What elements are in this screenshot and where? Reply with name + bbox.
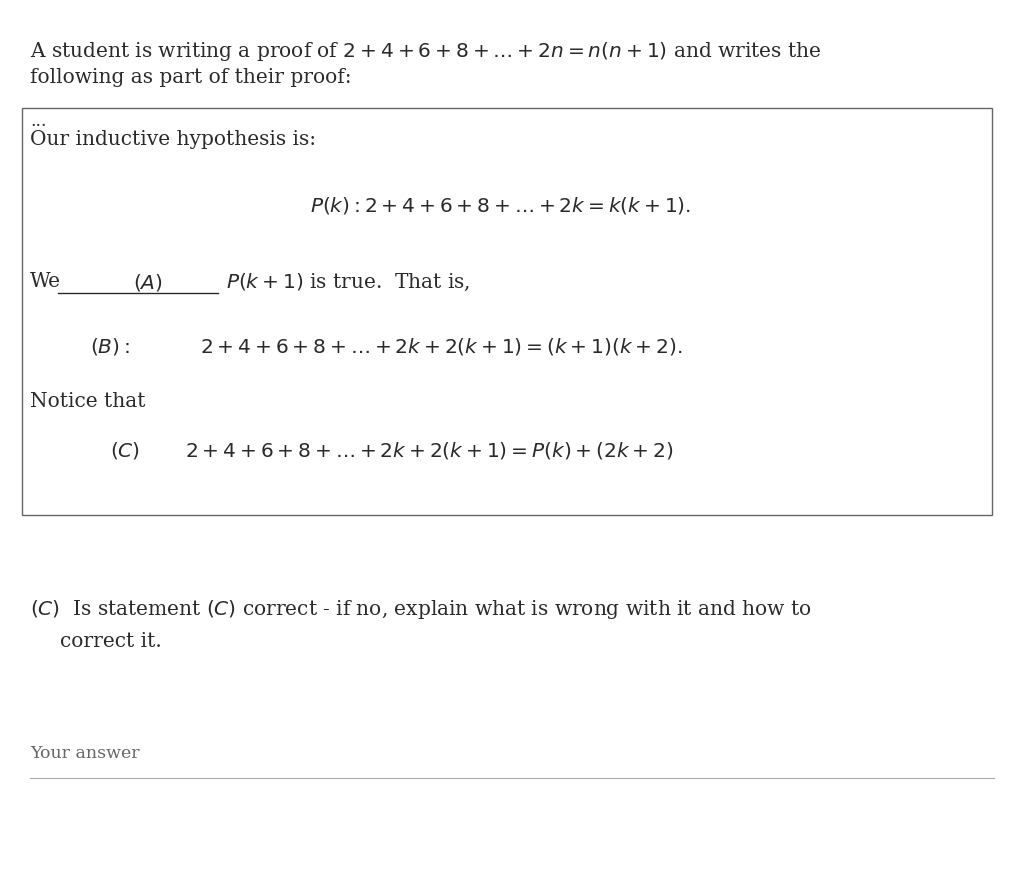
Text: $(A)$: $(A)$ [133, 272, 163, 293]
Text: $(B):$: $(B):$ [90, 336, 130, 357]
Text: ...: ... [30, 113, 46, 130]
Text: Your answer: Your answer [30, 745, 139, 762]
Text: correct it.: correct it. [60, 632, 162, 651]
Text: Notice that: Notice that [30, 392, 145, 411]
Text: $P(k+1)$ is true.  That is,: $P(k+1)$ is true. That is, [226, 272, 470, 293]
Text: following as part of their proof:: following as part of their proof: [30, 68, 351, 87]
Text: $P(k): 2+4+6+8+\ldots+2k = k(k+1).$: $P(k): 2+4+6+8+\ldots+2k = k(k+1).$ [309, 195, 690, 216]
Text: $(C)$: $(C)$ [110, 440, 140, 461]
Text: We: We [30, 272, 61, 291]
Text: $2+4+6+8+\ldots+2k+2(k+1) = (k+1)(k+2).$: $2+4+6+8+\ldots+2k+2(k+1) = (k+1)(k+2).$ [200, 336, 682, 357]
Text: $2+4+6+8+\ldots+2k+2(k+1) = P(k)+(2k+2)$: $2+4+6+8+\ldots+2k+2(k+1) = P(k)+(2k+2)$ [185, 440, 674, 461]
Text: $(C)$  Is statement $(C)$ correct - if no, explain what is wrong with it and how: $(C)$ Is statement $(C)$ correct - if no… [30, 598, 811, 621]
Text: A student is writing a proof of $2+4+6+8+\ldots+2n = n(n+1)$ and writes the: A student is writing a proof of $2+4+6+8… [30, 40, 821, 63]
Bar [22, 108, 992, 515]
Text: Our inductive hypothesis is:: Our inductive hypothesis is: [30, 130, 316, 149]
